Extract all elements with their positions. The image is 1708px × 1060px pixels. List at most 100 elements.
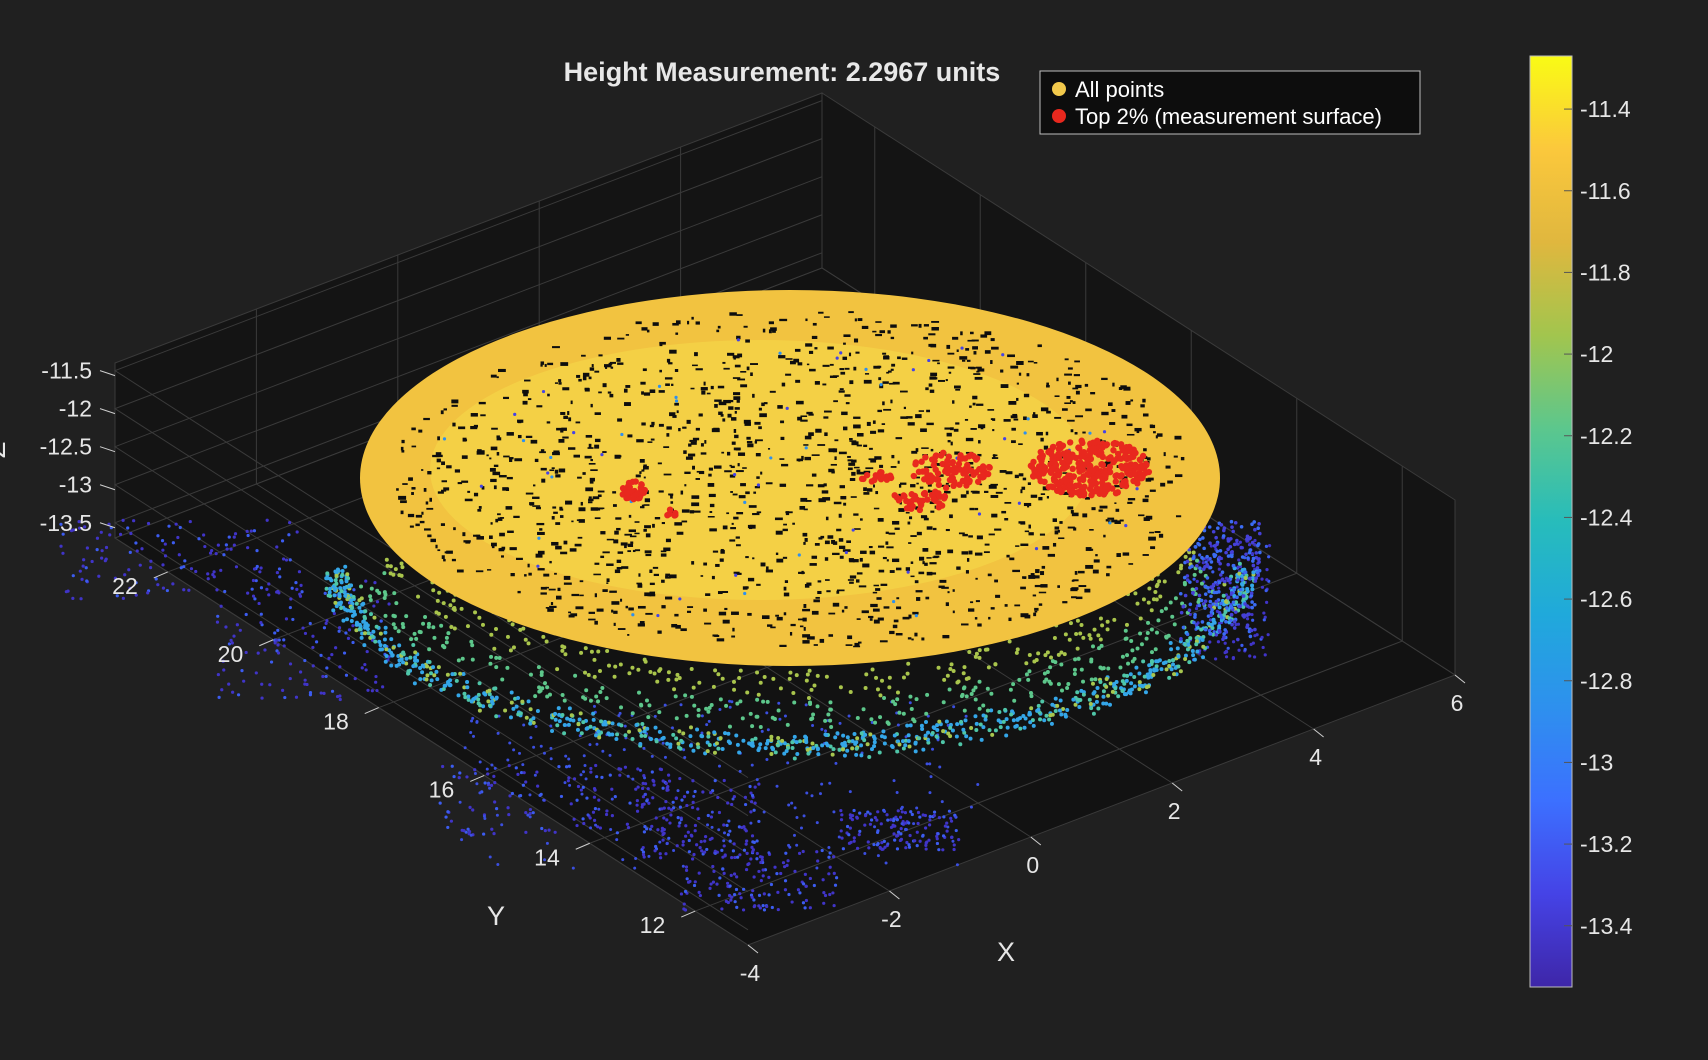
cloud-point (265, 518, 269, 522)
cloud-point (895, 749, 900, 754)
cloud-gap (932, 359, 940, 362)
cloud-gap (608, 362, 613, 365)
colorbar-tick-label: -12.4 (1580, 504, 1633, 530)
cloud-point (1208, 640, 1212, 644)
cloud-point (722, 831, 726, 835)
cloud-point (924, 847, 928, 851)
cloud-point (244, 612, 248, 617)
cloud-point (1249, 591, 1254, 595)
cloud-point (1130, 659, 1135, 664)
cloud-point (528, 721, 533, 726)
cloud-point (473, 610, 478, 615)
cloud-point (804, 678, 809, 683)
measurement-point (1094, 472, 1102, 479)
cloud-point (755, 857, 759, 861)
cloud-point (686, 830, 690, 834)
cloud-point (839, 351, 843, 355)
cloud-point (374, 624, 379, 629)
cloud-point (682, 748, 686, 752)
cloud-point (692, 794, 696, 798)
cloud-point (1018, 716, 1023, 721)
cloud-gap (946, 432, 952, 437)
cloud-gap (558, 379, 562, 382)
cloud-gap (960, 331, 963, 336)
cloud-gap (1109, 422, 1116, 425)
cloud-point (981, 703, 986, 708)
cloud-gap (717, 591, 723, 595)
cloud-point (899, 827, 903, 831)
y-tick-mark (153, 571, 168, 579)
cloud-gap (641, 504, 645, 509)
measurement-point (1054, 454, 1062, 461)
cloud-gap (743, 325, 748, 328)
cloud-point (785, 863, 789, 867)
cloud-point (1215, 549, 1220, 554)
cloud-point (895, 697, 900, 702)
cloud-gap (1021, 486, 1026, 490)
cloud-point (1221, 593, 1226, 598)
cloud-point (659, 767, 664, 772)
cloud-point (1224, 619, 1228, 624)
measurement-point (1117, 473, 1124, 480)
measurement-point (955, 460, 963, 468)
cloud-gap (907, 521, 911, 525)
cloud-gap (814, 381, 820, 385)
cloud-point (138, 563, 142, 567)
cloud-point (1268, 544, 1272, 548)
cloud-gap (562, 387, 570, 391)
measurement-point (980, 473, 987, 481)
cloud-point (646, 715, 651, 720)
cloud-gap (735, 572, 742, 575)
cloud-gap (524, 379, 531, 382)
cloud-gap (1105, 463, 1108, 467)
cloud-gap (851, 441, 859, 446)
cloud-point (1001, 353, 1005, 357)
cloud-gap (1004, 604, 1008, 607)
cloud-gap (489, 457, 492, 460)
cloud-point (303, 658, 307, 663)
cloud-point (344, 579, 349, 584)
cloud-point (1138, 631, 1143, 636)
cloud-point (222, 668, 226, 672)
cloud-point (1123, 636, 1128, 641)
cloud-point (780, 738, 785, 743)
cloud-gap (737, 463, 740, 467)
cloud-gap (802, 640, 810, 644)
cloud-gap (687, 320, 690, 325)
cloud-gap (617, 628, 626, 630)
cloud-point (1211, 529, 1216, 534)
cloud-point (563, 652, 568, 657)
cloud-point (446, 631, 451, 636)
cloud-gap (584, 387, 590, 391)
cloud-point (1104, 677, 1109, 682)
cloud-point (1015, 647, 1020, 652)
cloud-point (311, 634, 315, 638)
cloud-point (935, 728, 940, 733)
cloud-gap (708, 467, 713, 471)
cloud-point (1246, 556, 1250, 560)
cloud-gap (733, 571, 740, 574)
colorbar-ticks: -11.4-11.6-11.8-12-12.2-12.4-12.6-12.8-1… (1564, 96, 1633, 939)
cloud-point (500, 677, 505, 682)
cloud-gap (977, 623, 982, 627)
cloud-point (273, 641, 277, 645)
cloud-gap (419, 520, 425, 524)
cloud-gap (411, 487, 416, 490)
cloud-point (1260, 585, 1265, 589)
cloud-point (897, 742, 902, 747)
cloud-point (411, 642, 416, 647)
cloud-gap (1114, 521, 1121, 524)
cloud-point (905, 671, 910, 676)
cloud-point (1089, 677, 1094, 682)
cloud-point (528, 672, 533, 677)
cloud-gap (781, 463, 789, 467)
cloud-point (1124, 678, 1129, 683)
cloud-point (917, 736, 922, 741)
cloud-gap (582, 472, 586, 475)
cloud-gap (443, 408, 448, 411)
cloud-gap (748, 505, 757, 508)
cloud-gap (1149, 424, 1156, 429)
cloud-point (958, 742, 963, 747)
cloud-gap (576, 374, 581, 378)
cloud-point (946, 825, 950, 829)
